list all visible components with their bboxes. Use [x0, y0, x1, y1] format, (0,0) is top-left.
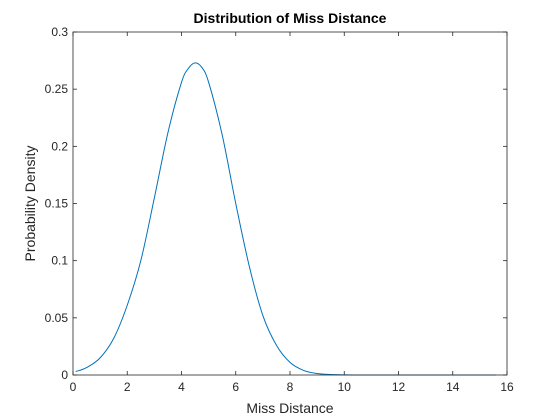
- x-tick-label: 12: [392, 380, 406, 394]
- y-tick-label: 0.2: [51, 139, 68, 153]
- y-tick-label: 0.1: [51, 254, 68, 268]
- ticks-layer: 0 2 4 6 8 10 12 14 16 0 0.05 0.1 0.15 0.2 0.25 0.3: [45, 25, 514, 394]
- y-axis-label: Probability Density: [22, 146, 38, 262]
- x-axis-label: Miss Distance: [246, 400, 333, 416]
- y-tick-label: 0.05: [45, 311, 69, 325]
- x-tick-label: 4: [178, 380, 185, 394]
- x-tick-label: 6: [232, 380, 239, 394]
- chart-title: Distribution of Miss Distance: [194, 10, 387, 26]
- y-tick-label: 0.3: [51, 25, 68, 39]
- x-tick-label: 16: [500, 380, 514, 394]
- y-tick-label: 0.25: [45, 82, 69, 96]
- x-tick-label: 10: [338, 380, 352, 394]
- x-tick-label: 14: [446, 380, 460, 394]
- x-tick-label: 0: [70, 380, 77, 394]
- y-tick-label: 0.15: [45, 197, 69, 211]
- plot-area: [73, 32, 507, 375]
- x-tick-label: 2: [124, 380, 131, 394]
- x-tick-label: 8: [287, 380, 294, 394]
- y-tick-label: 0: [61, 368, 68, 382]
